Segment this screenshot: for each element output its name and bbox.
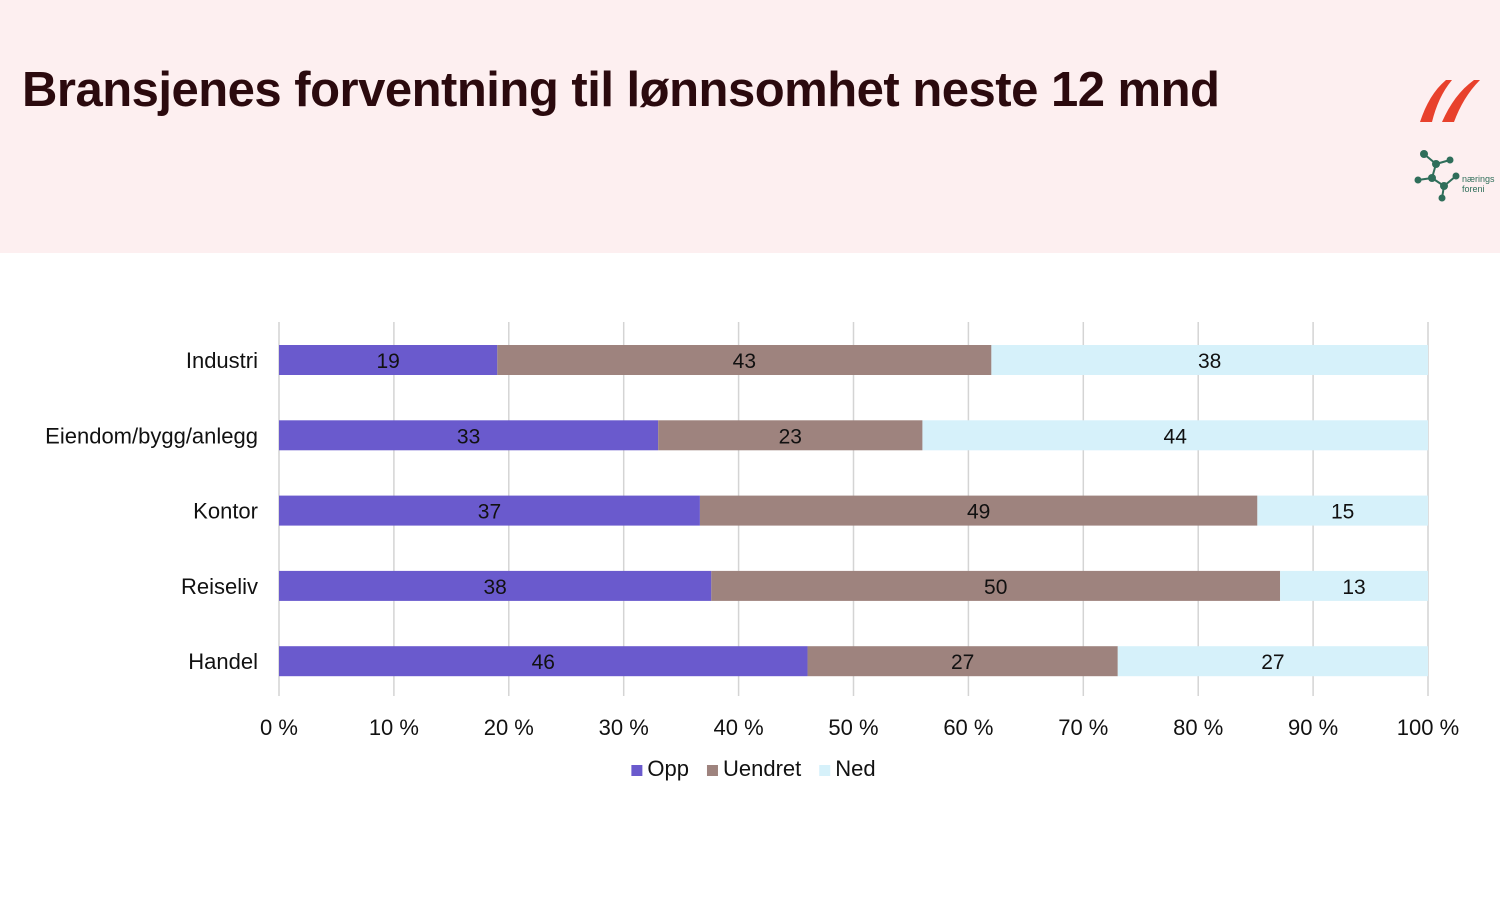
- x-tick-label: 20 %: [484, 715, 534, 740]
- bar-segment: [497, 345, 992, 375]
- category-label: Handel: [188, 649, 258, 674]
- bar-value-label: 49: [967, 501, 990, 524]
- x-tick-label: 70 %: [1058, 715, 1108, 740]
- stacked-bar-chart: 19 43 38 33 23 44 37 49 15 38 50 13 46 27 27 Industri E…: [45, 322, 1459, 781]
- x-tick-labels: 0 % 10 % 20 % 30 % 40 % 50 % 60 % 70 % 80 % 90 % 1…: [260, 715, 1459, 740]
- bar-value-label: 50: [984, 576, 1007, 599]
- legend: Opp Uendret Ned: [631, 756, 876, 781]
- network-logo-icon: nærings foreni: [1414, 150, 1495, 202]
- page-title: Bransjenes forventning til lønnsomhet ne…: [22, 63, 1220, 117]
- bar-value-label: 33: [457, 425, 480, 448]
- red-swoosh-logo-icon: [1420, 80, 1480, 122]
- bar-segment: [1280, 570, 1428, 601]
- x-tick-label: 80 %: [1173, 715, 1223, 740]
- category-label: Industri: [186, 348, 258, 373]
- legend-swatch: [631, 765, 643, 776]
- category-label: Kontor: [193, 499, 258, 524]
- bar-segment: [807, 646, 1118, 677]
- x-tick-label: 10 %: [369, 715, 419, 740]
- bar-value-label: 38: [483, 576, 506, 599]
- x-tick-label: 60 %: [943, 715, 993, 740]
- logo-text-line-1: nærings: [1462, 174, 1495, 184]
- bar-segment: [279, 345, 498, 375]
- bar-segment: [991, 345, 1428, 375]
- category-label: Eiendom/bygg/anlegg: [45, 423, 258, 448]
- bar-segment: [1257, 495, 1428, 526]
- bar-segment: [279, 495, 700, 526]
- bar-value-label: 38: [1198, 350, 1221, 373]
- bar-segment: [279, 570, 712, 601]
- bar-segment: [711, 570, 1281, 601]
- x-tick-label: 40 %: [714, 715, 764, 740]
- category-label: Reiseliv: [181, 574, 258, 599]
- x-tick-label: 30 %: [599, 715, 649, 740]
- legend-swatch: [706, 765, 718, 776]
- bar-value-label: 44: [1164, 425, 1188, 448]
- x-tick-label: 0 %: [260, 715, 298, 740]
- bar-value-label: 15: [1331, 501, 1354, 524]
- bar-value-label: 46: [532, 651, 555, 674]
- bar-value-label: 13: [1342, 576, 1365, 599]
- category-labels: Industri Eiendom/bygg/anlegg Kontor Reiseli…: [45, 348, 258, 674]
- header-banner: Bransjenes forventning til lønnsomhet ne…: [0, 0, 1500, 253]
- x-tick-label: 100 %: [1397, 715, 1459, 740]
- legend-item: Uendret: [706, 756, 801, 781]
- legend-swatch: [819, 765, 831, 776]
- x-tick-label: 90 %: [1288, 715, 1338, 740]
- legend-label: Ned: [835, 756, 875, 781]
- bar-value-label: 19: [376, 350, 399, 373]
- bars: 19 43 38 33 23 44 37 49 15 38 50 13 46 27 27: [279, 345, 1428, 677]
- bar-value-label: 23: [779, 425, 802, 448]
- legend-item: Ned: [819, 756, 876, 781]
- legend-item: Opp: [631, 756, 689, 781]
- bar-segment: [922, 420, 1428, 451]
- bar-value-label: 37: [478, 501, 501, 524]
- legend-label: Uendret: [723, 756, 801, 781]
- legend-label: Opp: [647, 756, 689, 781]
- logo-text-line-2: foreni: [1462, 184, 1485, 194]
- bar-segment: [279, 646, 808, 677]
- x-tick-label: 50 %: [828, 715, 878, 740]
- bar-segment: [699, 495, 1258, 526]
- bar-segment: [1117, 646, 1428, 677]
- bar-segment: [658, 420, 923, 451]
- bar-value-label: 27: [1261, 651, 1284, 674]
- bar-segment: [279, 420, 659, 451]
- bar-value-label: 27: [951, 651, 974, 674]
- bar-value-label: 43: [733, 350, 756, 373]
